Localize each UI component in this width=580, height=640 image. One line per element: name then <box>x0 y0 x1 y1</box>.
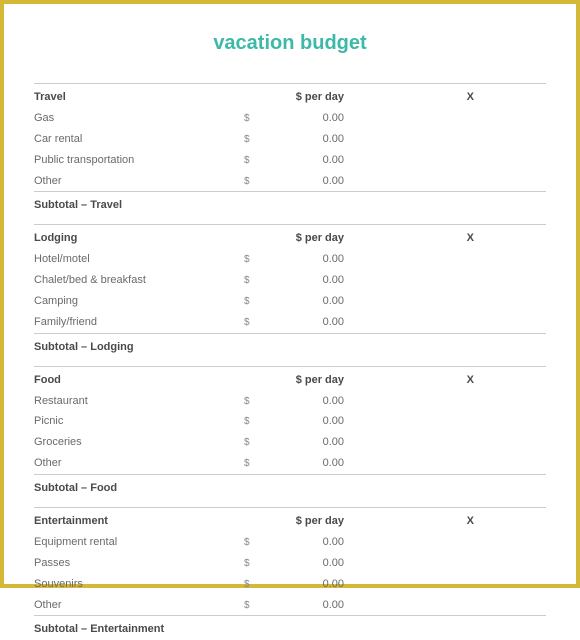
line-item: Restaurant$0.00 <box>34 391 546 412</box>
currency-symbol: $ <box>244 313 264 332</box>
line-item: Family/friend$0.00 <box>34 312 546 333</box>
item-amount: 0.00 <box>264 411 374 432</box>
section-name: Travel <box>34 87 244 108</box>
multiplier-header: X <box>374 87 474 108</box>
section: Entertainment$ per dayXEquipment rental$… <box>34 507 546 640</box>
currency-symbol: $ <box>244 412 264 431</box>
item-amount: 0.00 <box>264 432 374 453</box>
line-item: Gas$0.00 <box>34 108 546 129</box>
subtotal-row: Subtotal – Lodging <box>34 333 546 358</box>
item-amount: 0.00 <box>264 595 374 616</box>
per-day-header: $ per day <box>244 228 374 249</box>
multiplier-header: X <box>374 370 474 391</box>
item-label: Hotel/motel <box>34 249 244 270</box>
item-label: Other <box>34 171 244 192</box>
item-label: Picnic <box>34 411 244 432</box>
section-header: Entertainment$ per dayX <box>34 507 546 532</box>
line-item: Other$0.00 <box>34 453 546 474</box>
page-title: vacation budget <box>34 32 546 55</box>
item-label: Other <box>34 595 244 616</box>
item-label: Equipment rental <box>34 532 244 553</box>
budget-document: vacation budget Travel$ per dayXGas$0.00… <box>0 0 580 588</box>
line-item: Passes$0.00 <box>34 553 546 574</box>
subtotal-row: Subtotal – Entertainment <box>34 615 546 640</box>
currency-symbol: $ <box>244 533 264 552</box>
line-item: Picnic$0.00 <box>34 411 546 432</box>
item-label: Groceries <box>34 432 244 453</box>
multiplier-header: X <box>374 511 474 532</box>
item-amount: 0.00 <box>264 171 374 192</box>
currency-symbol: $ <box>244 596 264 615</box>
multiplier-header: X <box>374 228 474 249</box>
currency-symbol: $ <box>244 172 264 191</box>
item-amount: 0.00 <box>264 270 374 291</box>
line-item: Hotel/motel$0.00 <box>34 249 546 270</box>
subtotal-row: Subtotal – Travel <box>34 191 546 216</box>
line-item: Other$0.00 <box>34 595 546 616</box>
item-amount: 0.00 <box>264 108 374 129</box>
subtotal-label: Subtotal – Food <box>34 478 244 499</box>
item-label: Family/friend <box>34 312 244 333</box>
currency-symbol: $ <box>244 454 264 473</box>
item-label: Gas <box>34 108 244 129</box>
section-name: Food <box>34 370 244 391</box>
line-item: Chalet/bed & breakfast$0.00 <box>34 270 546 291</box>
item-amount: 0.00 <box>264 553 374 574</box>
line-item: Souvenirs$0.00 <box>34 574 546 595</box>
line-item: Camping$0.00 <box>34 291 546 312</box>
item-label: Other <box>34 453 244 474</box>
section: Food$ per dayXRestaurant$0.00Picnic$0.00… <box>34 366 546 499</box>
currency-symbol: $ <box>244 392 264 411</box>
item-label: Souvenirs <box>34 574 244 595</box>
item-label: Car rental <box>34 129 244 150</box>
currency-symbol: $ <box>244 554 264 573</box>
section-header: Travel$ per dayX <box>34 83 546 108</box>
section-name: Entertainment <box>34 511 244 532</box>
item-amount: 0.00 <box>264 312 374 333</box>
currency-symbol: $ <box>244 109 264 128</box>
section-header: Food$ per dayX <box>34 366 546 391</box>
item-label: Restaurant <box>34 391 244 412</box>
item-amount: 0.00 <box>264 150 374 171</box>
line-item: Groceries$0.00 <box>34 432 546 453</box>
line-item: Equipment rental$0.00 <box>34 532 546 553</box>
sections-container: Travel$ per dayXGas$0.00Car rental$0.00P… <box>34 83 546 640</box>
item-amount: 0.00 <box>264 129 374 150</box>
item-amount: 0.00 <box>264 532 374 553</box>
item-label: Passes <box>34 553 244 574</box>
currency-symbol: $ <box>244 271 264 290</box>
currency-symbol: $ <box>244 250 264 269</box>
subtotal-label: Subtotal – Lodging <box>34 337 244 358</box>
currency-symbol: $ <box>244 575 264 594</box>
subtotal-label: Subtotal – Travel <box>34 195 244 216</box>
currency-symbol: $ <box>244 151 264 170</box>
item-label: Chalet/bed & breakfast <box>34 270 244 291</box>
item-amount: 0.00 <box>264 453 374 474</box>
per-day-header: $ per day <box>244 370 374 391</box>
item-amount: 0.00 <box>264 391 374 412</box>
item-amount: 0.00 <box>264 291 374 312</box>
subtotal-row: Subtotal – Food <box>34 474 546 499</box>
line-item: Car rental$0.00 <box>34 129 546 150</box>
currency-symbol: $ <box>244 292 264 311</box>
per-day-header: $ per day <box>244 511 374 532</box>
item-label: Public transportation <box>34 150 244 171</box>
section: Lodging$ per dayXHotel/motel$0.00Chalet/… <box>34 224 546 357</box>
subtotal-label: Subtotal – Entertainment <box>34 619 244 640</box>
currency-symbol: $ <box>244 433 264 452</box>
currency-symbol: $ <box>244 130 264 149</box>
section-name: Lodging <box>34 228 244 249</box>
section-header: Lodging$ per dayX <box>34 224 546 249</box>
section: Travel$ per dayXGas$0.00Car rental$0.00P… <box>34 83 546 216</box>
item-amount: 0.00 <box>264 249 374 270</box>
per-day-header: $ per day <box>244 87 374 108</box>
item-amount: 0.00 <box>264 574 374 595</box>
line-item: Public transportation$0.00 <box>34 150 546 171</box>
line-item: Other$0.00 <box>34 171 546 192</box>
item-label: Camping <box>34 291 244 312</box>
